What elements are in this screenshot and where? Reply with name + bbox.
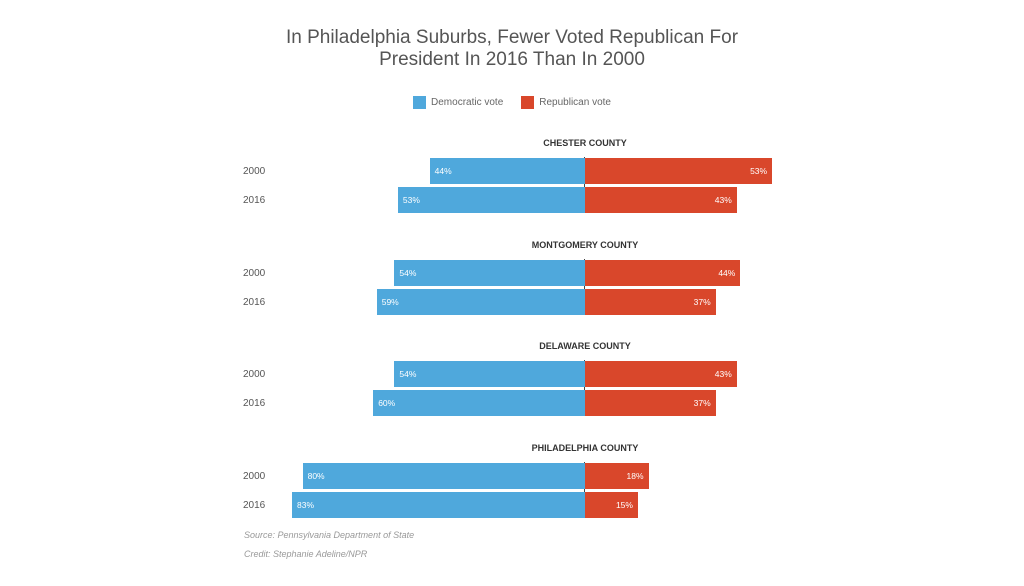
bar-democratic — [373, 390, 585, 416]
bar-republican — [585, 259, 741, 286]
data-label-democratic: 54% — [399, 369, 417, 379]
legend-label-republican: Republican vote — [539, 97, 611, 108]
legend-democratic: Democratic vote — [413, 96, 503, 109]
source-note: Source: Pennsylvania Department of State — [244, 530, 415, 540]
data-label-republican: 44% — [718, 267, 736, 278]
legend-label-democratic: Democratic vote — [431, 97, 504, 108]
year-label: 2016 — [243, 398, 266, 409]
data-label-republican: 43% — [714, 369, 732, 379]
year-label: 2016 — [243, 296, 266, 308]
data-label-democratic: 60% — [378, 398, 396, 408]
bar-republican — [585, 361, 737, 387]
center-axis — [584, 157, 585, 213]
legend-republican: Republican vote — [521, 96, 611, 109]
center-axis — [584, 360, 585, 416]
legend-swatch-democratic — [413, 96, 427, 109]
data-label-republican: 37% — [693, 296, 711, 307]
center-axis — [584, 461, 585, 518]
bar-republican — [585, 462, 649, 489]
legend: Democratic vote Republican vote — [0, 96, 1024, 109]
data-label-democratic: 59% — [381, 296, 399, 307]
credit-note: Credit: Stephanie Adeline/NPR — [244, 549, 368, 559]
bar-republican — [585, 158, 773, 184]
bar-democratic — [302, 462, 585, 489]
bar-democratic — [394, 259, 585, 286]
data-label-republican: 37% — [693, 398, 711, 408]
bar-democratic — [394, 361, 585, 387]
bar-republican — [585, 491, 638, 518]
group-title: DELAWARE COUNTY — [539, 341, 631, 351]
data-label-democratic: 53% — [402, 195, 420, 205]
data-label-republican: 53% — [750, 166, 768, 176]
center-axis — [584, 258, 585, 315]
data-label-republican: 18% — [626, 470, 644, 481]
data-label-democratic: 44% — [434, 166, 452, 176]
chart-title-line-1: In Philadelphia Suburbs, Fewer Voted Rep… — [285, 27, 739, 48]
bar-republican — [585, 288, 716, 315]
group-title: CHESTER COUNTY — [543, 138, 627, 148]
bar-democratic — [376, 288, 585, 315]
bar-democratic — [292, 491, 585, 518]
group-title: PHILADELPHIA COUNTY — [531, 442, 639, 453]
year-label: 2000 — [243, 369, 266, 380]
bar-republican — [585, 390, 716, 416]
year-label: 2000 — [243, 470, 266, 482]
legend-swatch-republican — [521, 96, 535, 109]
chart-title-line-2: President In 2016 Than In 2000 — [379, 49, 645, 70]
data-label-democratic: 80% — [307, 470, 325, 481]
bar-republican — [585, 187, 737, 213]
data-label-democratic: 83% — [297, 499, 315, 510]
data-label-republican: 43% — [714, 195, 732, 205]
bar-democratic — [429, 158, 585, 184]
year-label: 2000 — [243, 166, 266, 177]
group-title: MONTGOMERY COUNTY — [531, 239, 639, 250]
year-label: 2000 — [243, 267, 266, 279]
bar-democratic — [397, 187, 585, 213]
year-label: 2016 — [243, 195, 266, 206]
data-label-democratic: 54% — [399, 267, 417, 278]
year-label: 2016 — [243, 499, 266, 511]
data-label-republican: 15% — [615, 499, 633, 510]
